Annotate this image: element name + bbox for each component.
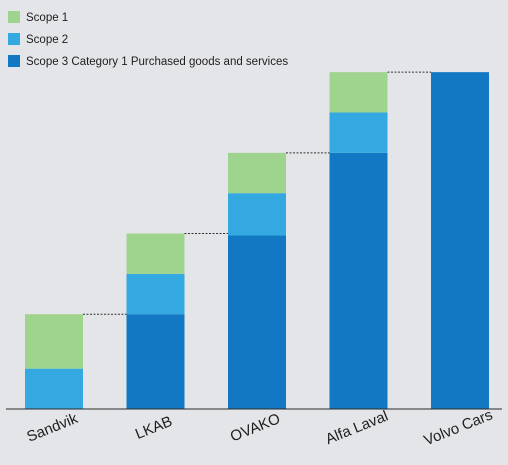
legend: Scope 1 Scope 2 Scope 3 Category 1 Purchas… xyxy=(8,11,288,68)
bar-segment xyxy=(228,152,286,194)
bar-segment xyxy=(126,273,185,315)
bar-segment xyxy=(431,72,489,409)
x-tick-labels: Sandvik LKAB OVAKO Alfa Laval Volvo Cars xyxy=(24,406,495,449)
bar-segment xyxy=(329,112,388,153)
legend-label: Scope 1 xyxy=(26,12,68,24)
legend-item: Scope 1 xyxy=(8,11,68,24)
connector-lines xyxy=(83,71,431,315)
bar-segment xyxy=(329,72,388,113)
x-tick-label: LKAB xyxy=(133,413,175,443)
x-tick-label: Alfa Laval xyxy=(323,408,390,448)
bar-segment xyxy=(228,193,286,236)
legend-swatch xyxy=(8,55,20,67)
legend-swatch xyxy=(8,11,20,23)
x-tick-label: Sandvik xyxy=(24,410,80,446)
bar-segment xyxy=(126,314,185,409)
x-tick-label: OVAKO xyxy=(228,410,283,445)
legend-swatch xyxy=(8,33,20,45)
legend-item: Scope 3 Category 1 Purchased goods and s… xyxy=(8,55,288,68)
bar-segment xyxy=(228,235,286,409)
bars xyxy=(25,72,489,410)
x-tick-label: Volvo Cars xyxy=(421,406,495,449)
legend-label: Scope 3 Category 1 Purchased goods and s… xyxy=(26,56,288,68)
legend-item: Scope 2 xyxy=(8,33,68,46)
bar-segment xyxy=(25,368,83,409)
bar-segment xyxy=(25,314,83,369)
legend-label: Scope 2 xyxy=(26,34,68,46)
bar-segment xyxy=(329,152,388,410)
bar-segment xyxy=(126,233,185,274)
